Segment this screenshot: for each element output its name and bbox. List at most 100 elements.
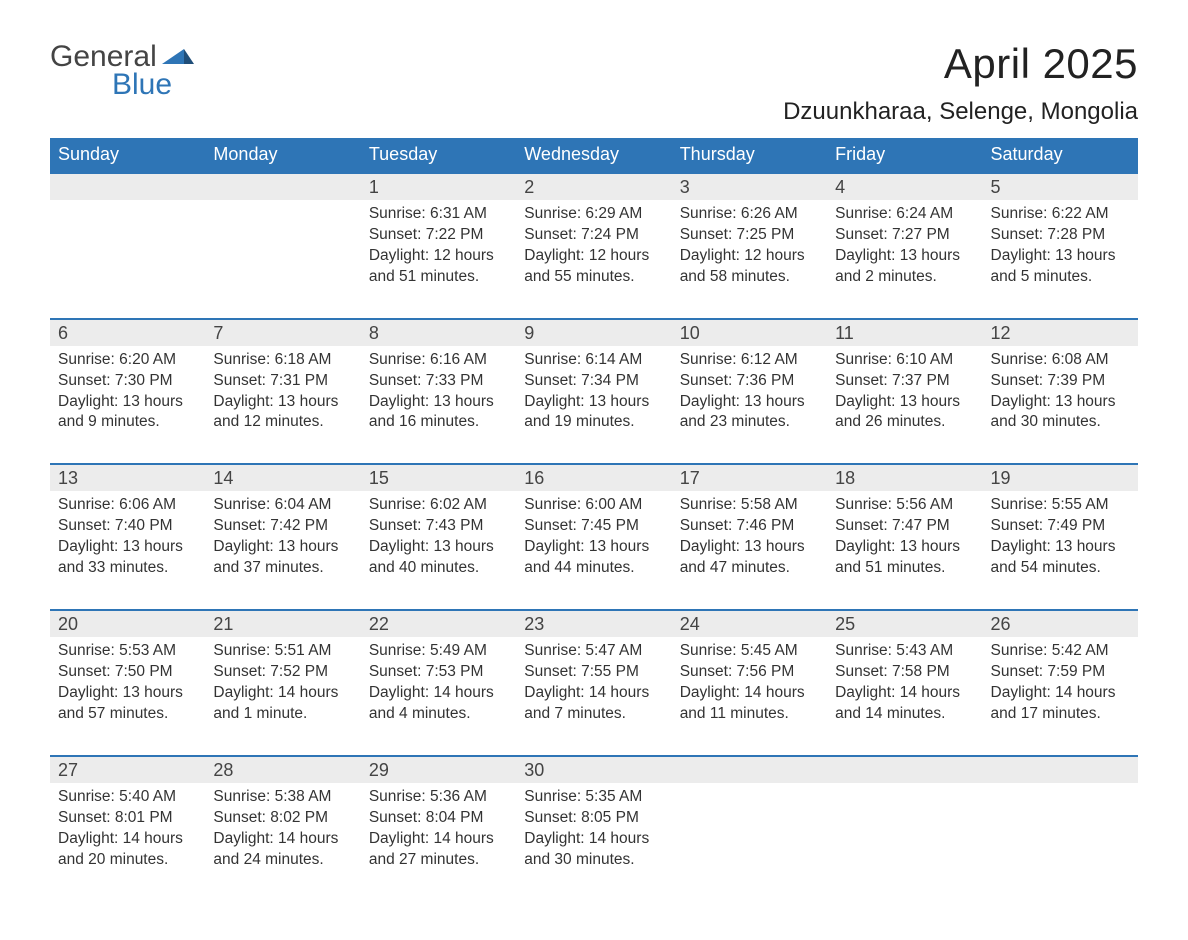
daylight-text: Daylight: 12 hours and 55 minutes. <box>524 246 663 288</box>
sunrise-text: Sunrise: 5:38 AM <box>213 787 352 808</box>
daylight-text: Daylight: 13 hours and 57 minutes. <box>58 683 197 725</box>
day-number-cell: 5 <box>983 173 1138 200</box>
sunrise-text: Sunrise: 6:24 AM <box>835 204 974 225</box>
day-header: Saturday <box>983 138 1138 173</box>
sunset-text: Sunset: 7:24 PM <box>524 225 663 246</box>
daylight-text: Daylight: 13 hours and 23 minutes. <box>680 392 819 434</box>
sunset-text: Sunset: 7:45 PM <box>524 516 663 537</box>
sunset-text: Sunset: 7:49 PM <box>991 516 1130 537</box>
day-number-cell <box>50 173 205 200</box>
day-number-cell: 4 <box>827 173 982 200</box>
day-number-cell: 29 <box>361 756 516 783</box>
day-number-cell: 26 <box>983 610 1138 637</box>
day-number-cell <box>205 173 360 200</box>
daylight-text: Daylight: 13 hours and 47 minutes. <box>680 537 819 579</box>
day-number-cell: 2 <box>516 173 671 200</box>
daylight-text: Daylight: 14 hours and 14 minutes. <box>835 683 974 725</box>
sunset-text: Sunset: 7:42 PM <box>213 516 352 537</box>
day-header: Monday <box>205 138 360 173</box>
sunrise-text: Sunrise: 5:53 AM <box>58 641 197 662</box>
day-number-cell: 25 <box>827 610 982 637</box>
daylight-text: Daylight: 13 hours and 40 minutes. <box>369 537 508 579</box>
daylight-text: Daylight: 14 hours and 27 minutes. <box>369 829 508 871</box>
sunrise-text: Sunrise: 6:22 AM <box>991 204 1130 225</box>
sunrise-text: Sunrise: 5:45 AM <box>680 641 819 662</box>
daylight-text: Daylight: 13 hours and 16 minutes. <box>369 392 508 434</box>
sunset-text: Sunset: 7:40 PM <box>58 516 197 537</box>
day-number-cell: 17 <box>672 464 827 491</box>
daynum-row: 12345 <box>50 173 1138 200</box>
day-detail-cell: Sunrise: 6:14 AMSunset: 7:34 PMDaylight:… <box>516 346 671 465</box>
daylight-text: Daylight: 13 hours and 51 minutes. <box>835 537 974 579</box>
sunrise-text: Sunrise: 6:18 AM <box>213 350 352 371</box>
daylight-text: Daylight: 13 hours and 5 minutes. <box>991 246 1130 288</box>
logo: General Blue <box>50 40 194 102</box>
day-detail-cell <box>672 783 827 901</box>
day-detail-cell: Sunrise: 5:55 AMSunset: 7:49 PMDaylight:… <box>983 491 1138 610</box>
sunrise-text: Sunrise: 5:40 AM <box>58 787 197 808</box>
detail-row: Sunrise: 5:40 AMSunset: 8:01 PMDaylight:… <box>50 783 1138 901</box>
title-block: April 2025 Dzuunkharaa, Selenge, Mongoli… <box>783 40 1138 126</box>
day-detail-cell: Sunrise: 6:26 AMSunset: 7:25 PMDaylight:… <box>672 200 827 319</box>
day-header: Wednesday <box>516 138 671 173</box>
day-number-cell: 1 <box>361 173 516 200</box>
month-title: April 2025 <box>783 40 1138 88</box>
day-detail-cell: Sunrise: 6:31 AMSunset: 7:22 PMDaylight:… <box>361 200 516 319</box>
day-detail-cell: Sunrise: 6:24 AMSunset: 7:27 PMDaylight:… <box>827 200 982 319</box>
day-detail-cell: Sunrise: 5:47 AMSunset: 7:55 PMDaylight:… <box>516 637 671 756</box>
sunset-text: Sunset: 7:56 PM <box>680 662 819 683</box>
sunrise-text: Sunrise: 6:20 AM <box>58 350 197 371</box>
daylight-text: Daylight: 13 hours and 26 minutes. <box>835 392 974 434</box>
day-number-cell: 30 <box>516 756 671 783</box>
day-detail-cell: Sunrise: 5:40 AMSunset: 8:01 PMDaylight:… <box>50 783 205 901</box>
sunset-text: Sunset: 7:34 PM <box>524 371 663 392</box>
daylight-text: Daylight: 14 hours and 30 minutes. <box>524 829 663 871</box>
day-number-cell: 16 <box>516 464 671 491</box>
sunset-text: Sunset: 7:27 PM <box>835 225 974 246</box>
sunrise-text: Sunrise: 5:55 AM <box>991 495 1130 516</box>
day-number-cell: 8 <box>361 319 516 346</box>
daynum-row: 20212223242526 <box>50 610 1138 637</box>
sunrise-text: Sunrise: 5:36 AM <box>369 787 508 808</box>
day-detail-cell: Sunrise: 5:53 AMSunset: 7:50 PMDaylight:… <box>50 637 205 756</box>
sunrise-text: Sunrise: 6:10 AM <box>835 350 974 371</box>
page-header: General Blue April 2025 Dzuunkharaa, Sel… <box>50 40 1138 126</box>
sunset-text: Sunset: 7:36 PM <box>680 371 819 392</box>
sunrise-text: Sunrise: 6:16 AM <box>369 350 508 371</box>
daylight-text: Daylight: 14 hours and 7 minutes. <box>524 683 663 725</box>
day-detail-cell: Sunrise: 6:04 AMSunset: 7:42 PMDaylight:… <box>205 491 360 610</box>
daylight-text: Daylight: 14 hours and 11 minutes. <box>680 683 819 725</box>
day-number-cell: 7 <box>205 319 360 346</box>
sunrise-text: Sunrise: 5:56 AM <box>835 495 974 516</box>
detail-row: Sunrise: 6:20 AMSunset: 7:30 PMDaylight:… <box>50 346 1138 465</box>
day-number-cell <box>827 756 982 783</box>
day-number-cell: 9 <box>516 319 671 346</box>
detail-row: Sunrise: 6:06 AMSunset: 7:40 PMDaylight:… <box>50 491 1138 610</box>
sunset-text: Sunset: 7:53 PM <box>369 662 508 683</box>
sunset-text: Sunset: 8:04 PM <box>369 808 508 829</box>
sunset-text: Sunset: 7:31 PM <box>213 371 352 392</box>
sunset-text: Sunset: 7:50 PM <box>58 662 197 683</box>
daylight-text: Daylight: 14 hours and 20 minutes. <box>58 829 197 871</box>
day-number-cell: 6 <box>50 319 205 346</box>
daylight-text: Daylight: 12 hours and 51 minutes. <box>369 246 508 288</box>
sunrise-text: Sunrise: 5:35 AM <box>524 787 663 808</box>
day-detail-cell: Sunrise: 6:18 AMSunset: 7:31 PMDaylight:… <box>205 346 360 465</box>
day-detail-cell: Sunrise: 6:29 AMSunset: 7:24 PMDaylight:… <box>516 200 671 319</box>
day-header: Sunday <box>50 138 205 173</box>
day-detail-cell: Sunrise: 5:58 AMSunset: 7:46 PMDaylight:… <box>672 491 827 610</box>
calendar-table: Sunday Monday Tuesday Wednesday Thursday… <box>50 138 1138 900</box>
day-number-cell: 20 <box>50 610 205 637</box>
sunset-text: Sunset: 8:05 PM <box>524 808 663 829</box>
day-detail-cell <box>827 783 982 901</box>
day-detail-cell: Sunrise: 6:10 AMSunset: 7:37 PMDaylight:… <box>827 346 982 465</box>
detail-row: Sunrise: 6:31 AMSunset: 7:22 PMDaylight:… <box>50 200 1138 319</box>
day-detail-cell: Sunrise: 5:35 AMSunset: 8:05 PMDaylight:… <box>516 783 671 901</box>
daynum-row: 27282930 <box>50 756 1138 783</box>
sunrise-text: Sunrise: 6:26 AM <box>680 204 819 225</box>
daylight-text: Daylight: 13 hours and 2 minutes. <box>835 246 974 288</box>
day-number-cell <box>983 756 1138 783</box>
sunset-text: Sunset: 7:46 PM <box>680 516 819 537</box>
day-detail-cell: Sunrise: 6:12 AMSunset: 7:36 PMDaylight:… <box>672 346 827 465</box>
sunset-text: Sunset: 7:22 PM <box>369 225 508 246</box>
